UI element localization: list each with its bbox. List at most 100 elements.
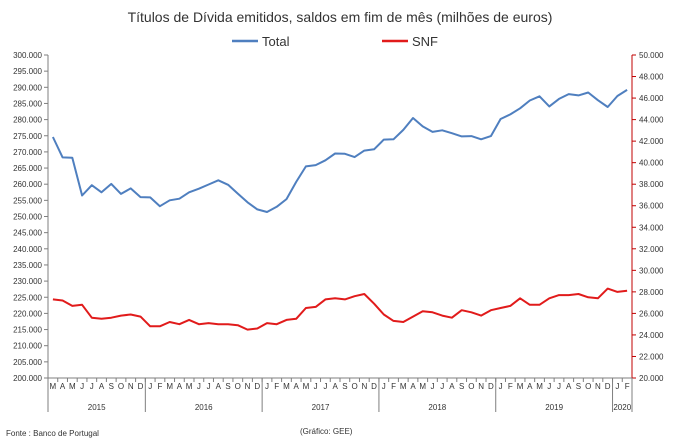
left-tick-label: 245.000: [13, 229, 42, 238]
month-label: A: [332, 382, 338, 391]
month-label: O: [585, 382, 591, 391]
month-label: J: [615, 382, 619, 391]
left-tick-label: 225.000: [13, 293, 42, 302]
chart-title: Títulos de Dívida emitidos, saldos em fi…: [128, 9, 553, 25]
month-label: J: [207, 382, 211, 391]
right-tick-label: 36.000: [639, 202, 664, 211]
month-label: N: [245, 382, 251, 391]
right-tick-label: 40.000: [639, 159, 664, 168]
month-label: M: [536, 382, 543, 391]
month-label: F: [625, 382, 630, 391]
right-tick-label: 48.000: [639, 73, 664, 82]
legend: Total SNF: [232, 34, 438, 49]
right-tick-label: 44.000: [639, 116, 664, 125]
left-tick-label: 265.000: [13, 164, 42, 173]
month-label: A: [449, 382, 455, 391]
right-tick-label: 32.000: [639, 245, 664, 254]
right-tick-label: 34.000: [639, 223, 664, 232]
month-label: D: [488, 382, 494, 391]
month-label: O: [468, 382, 474, 391]
month-label: S: [225, 382, 230, 391]
month-label: J: [148, 382, 152, 391]
series-lines: [51, 89, 628, 331]
left-tick-label: 285.000: [13, 99, 42, 108]
month-label: J: [265, 382, 269, 391]
left-tick-label: 295.000: [13, 67, 42, 76]
legend-label-snf: SNF: [412, 34, 438, 49]
month-label: D: [138, 382, 144, 391]
right-tick-label: 26.000: [639, 309, 664, 318]
month-label: N: [595, 382, 601, 391]
series-line-total: [51, 89, 628, 213]
month-label: M: [50, 382, 57, 391]
series-line-snf: [52, 287, 628, 331]
month-label: M: [517, 382, 524, 391]
month-label: J: [382, 382, 386, 391]
year-label: 2018: [428, 403, 446, 412]
right-tick-label: 20.000: [639, 374, 664, 383]
month-label: S: [459, 382, 464, 391]
month-label: A: [294, 382, 300, 391]
month-label: A: [566, 382, 572, 391]
left-tick-label: 255.000: [13, 196, 42, 205]
left-tick-label: 270.000: [13, 148, 42, 157]
month-label: O: [351, 382, 357, 391]
month-label: J: [314, 382, 318, 391]
left-tick-label: 280.000: [13, 116, 42, 125]
month-label: F: [508, 382, 513, 391]
month-label: J: [547, 382, 551, 391]
right-tick-label: 30.000: [639, 266, 664, 275]
month-label: M: [419, 382, 426, 391]
month-label: S: [342, 382, 347, 391]
credit-note: (Gráfico: GEE): [300, 427, 353, 436]
right-tick-label: 42.000: [639, 137, 664, 146]
year-label: 2015: [88, 403, 106, 412]
year-label: 2020: [613, 403, 631, 412]
month-label: M: [400, 382, 407, 391]
month-label: J: [197, 382, 201, 391]
month-label: N: [478, 382, 484, 391]
month-label: M: [166, 382, 173, 391]
left-tick-label: 235.000: [13, 261, 42, 270]
month-label: D: [254, 382, 260, 391]
right-tick-label: 28.000: [639, 288, 664, 297]
left-tick-label: 275.000: [13, 132, 42, 141]
month-label: J: [440, 382, 444, 391]
month-label: O: [235, 382, 241, 391]
legend-label-total: Total: [262, 34, 290, 49]
month-label: M: [303, 382, 310, 391]
right-tick-label: 50.000: [639, 51, 664, 60]
right-tick-label: 38.000: [639, 180, 664, 189]
month-label: A: [177, 382, 183, 391]
left-tick-label: 250.000: [13, 213, 42, 222]
year-label: 2019: [545, 403, 563, 412]
month-label: M: [69, 382, 76, 391]
left-tick-label: 220.000: [13, 309, 42, 318]
left-tick-label: 240.000: [13, 245, 42, 254]
month-label: D: [371, 382, 377, 391]
month-label: S: [576, 382, 581, 391]
month-label: A: [60, 382, 66, 391]
month-label: J: [90, 382, 94, 391]
month-label: A: [527, 382, 533, 391]
left-tick-label: 210.000: [13, 342, 42, 351]
y-axis-right: 20.000 22.000 24.000 26.000 28.000 30.000 32.0…: [631, 51, 664, 383]
left-tick-label: 215.000: [13, 326, 42, 335]
month-label: M: [186, 382, 193, 391]
month-label: A: [216, 382, 222, 391]
month-label: D: [605, 382, 611, 391]
month-label: S: [109, 382, 114, 391]
month-label: A: [410, 382, 416, 391]
right-tick-label: 46.000: [639, 94, 664, 103]
left-tick-label: 260.000: [13, 180, 42, 189]
month-label: J: [557, 382, 561, 391]
source-note: Fonte : Banco de Portugal: [6, 429, 99, 438]
left-tick-label: 230.000: [13, 277, 42, 286]
left-tick-label: 300.000: [13, 51, 42, 60]
month-label: J: [80, 382, 84, 391]
left-tick-label: 200.000: [13, 374, 42, 383]
month-label: F: [391, 382, 396, 391]
left-tick-label: 205.000: [13, 358, 42, 367]
